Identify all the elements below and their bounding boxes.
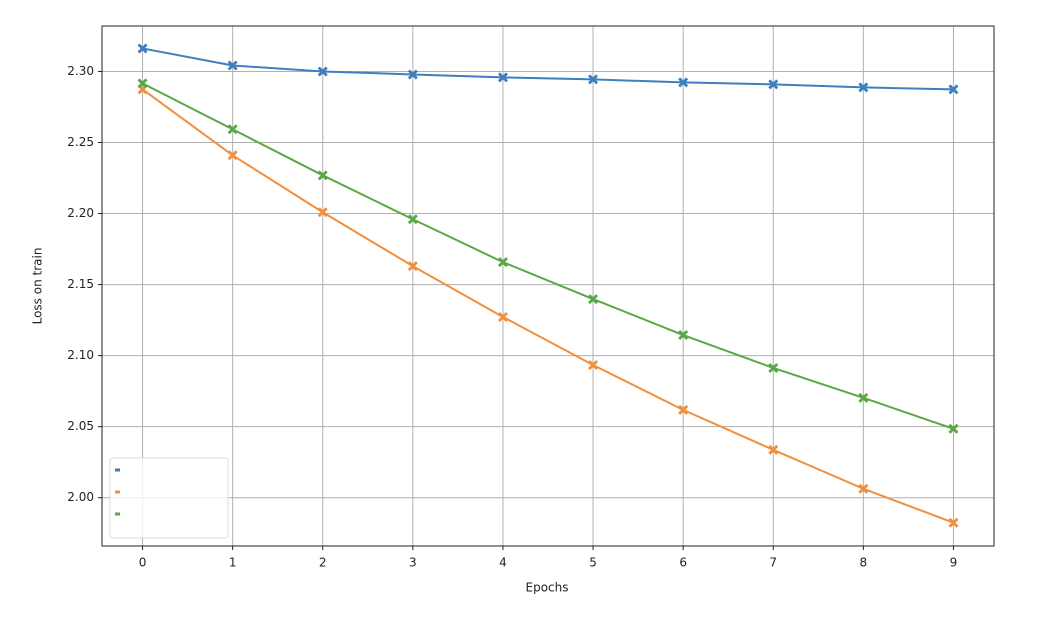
x-axis-label: Epochs	[526, 581, 569, 595]
x-tick-label: 3	[409, 556, 417, 570]
legend	[109, 457, 229, 539]
x-tick-label: 6	[679, 556, 687, 570]
marker	[497, 311, 508, 322]
y-tick-label: 2.10	[67, 348, 94, 362]
x-tick-label: 7	[769, 556, 777, 570]
plot-frame	[101, 25, 995, 547]
marker	[317, 170, 328, 181]
x-tick-label: 4	[499, 556, 507, 570]
marker	[588, 294, 599, 305]
x-tick-label: 5	[589, 556, 597, 570]
marker	[407, 69, 418, 80]
marker	[948, 423, 959, 434]
y-tick-label: 2.05	[67, 419, 94, 433]
marker	[858, 82, 869, 93]
x-tick-label: 8	[860, 556, 868, 570]
marker	[407, 214, 418, 225]
marker	[948, 84, 959, 95]
x-tick-label: 9	[950, 556, 958, 570]
x-tick-label: 0	[139, 556, 147, 570]
y-tick-label: 2.15	[67, 277, 94, 291]
marker	[858, 483, 869, 494]
marker	[317, 207, 328, 218]
marker	[407, 261, 418, 272]
y-axis-label: Loss on train	[31, 248, 45, 325]
marker	[588, 359, 599, 370]
marker	[768, 79, 779, 90]
series-line	[142, 47, 954, 91]
x-tick-label: 2	[319, 556, 327, 570]
x-tick-label: 1	[229, 556, 237, 570]
marker	[768, 362, 779, 373]
marker	[768, 444, 779, 455]
marker	[588, 74, 599, 85]
marker	[137, 78, 148, 89]
y-tick-label: 2.20	[67, 206, 94, 220]
legend-box	[109, 457, 229, 539]
y-tick-label: 2.00	[67, 490, 94, 504]
marker	[497, 257, 508, 268]
marker	[227, 124, 238, 135]
marker	[948, 517, 959, 528]
y-tick-label: 2.30	[67, 64, 94, 78]
marker	[137, 43, 148, 54]
marker	[678, 77, 689, 88]
series-line	[142, 82, 954, 430]
marker	[227, 150, 238, 161]
marker	[227, 60, 238, 71]
marker	[497, 72, 508, 83]
marker	[317, 66, 328, 77]
marker	[678, 404, 689, 415]
marker	[858, 392, 869, 403]
series-line	[141, 88, 954, 524]
marker	[678, 330, 689, 341]
y-tick-label: 2.25	[67, 135, 94, 149]
